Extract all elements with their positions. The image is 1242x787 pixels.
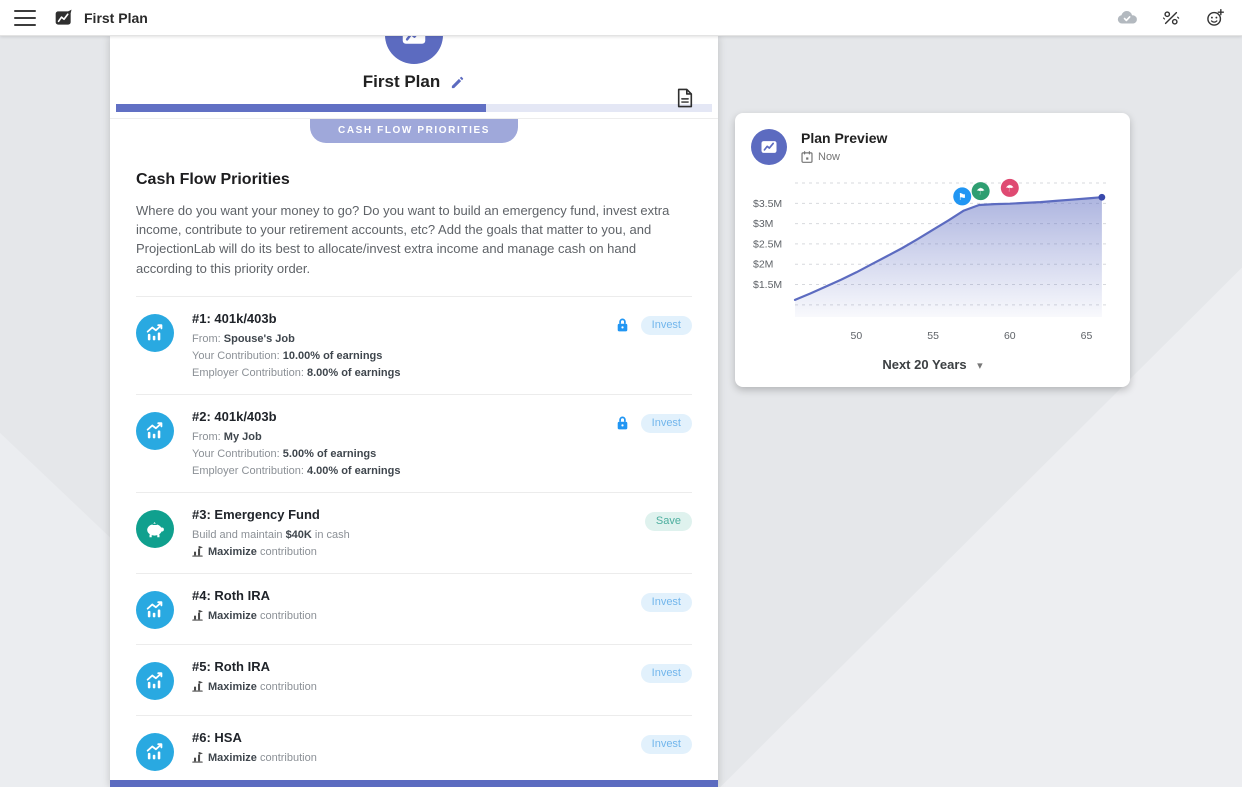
svg-text:$1.5M: $1.5M [753, 279, 782, 291]
priority-icon [136, 313, 174, 352]
page-title: Cash Flow Priorities [136, 171, 290, 188]
invest-chart-icon [146, 601, 163, 618]
priority-detail-line: From: Spouse's Job [192, 332, 295, 345]
priority-details: From: My Job Your Contribution: 5.00% of … [192, 431, 615, 477]
invest-chart-icon [146, 324, 163, 341]
priority-type-badge: Invest [640, 734, 692, 754]
calendar-icon [801, 151, 813, 163]
priority-details: Maximize contribution [192, 681, 641, 693]
lock-icon[interactable] [615, 317, 630, 333]
lock-icon[interactable] [615, 415, 630, 431]
invest-chart-icon [146, 422, 163, 439]
invest-chart-icon [146, 743, 163, 760]
priority-detail-line: Employer Contribution: 8.00% of earnings [192, 366, 401, 379]
priority-type-badge: Invest [640, 315, 692, 335]
app-bar: First Plan [0, 0, 1242, 36]
priority-type-badge: Invest [640, 413, 692, 433]
priority-title: #2: 401k/403b [192, 408, 277, 424]
hamburger-menu-icon[interactable] [14, 9, 36, 26]
svg-text:$3M: $3M [753, 218, 773, 230]
chart-range-label: Next 20 Years [882, 357, 967, 372]
milestone-retirement-marker[interactable] [971, 182, 990, 201]
invest-chart-icon [146, 672, 163, 689]
priority-details: Maximize contribution [192, 752, 641, 764]
priority-title: #6: HSA [192, 729, 242, 745]
svg-text:$2.5M: $2.5M [753, 238, 782, 250]
plan-notes-icon[interactable] [676, 88, 694, 113]
svg-text:$2M: $2M [753, 259, 773, 271]
priority-icon [136, 411, 174, 450]
maximize-goal-icon [192, 681, 203, 693]
plan-preview-card: Plan Preview Now $1.5M $2M $2.5M $3M $3.5M 50… [735, 113, 1130, 387]
preview-date-label: Now [818, 151, 841, 163]
priority-icon [136, 590, 174, 629]
priority-item[interactable]: #4: Roth IRA Maximize contribution Inves… [136, 572, 692, 644]
priority-title: #3: Emergency Fund [192, 506, 320, 522]
svg-text:65: 65 [1081, 330, 1093, 342]
priority-detail-line: Your Contribution: 5.00% of earnings [192, 447, 377, 460]
priority-item[interactable]: #6: HSA Maximize contribution Invest [136, 714, 692, 786]
priority-detail-line: Your Contribution: 10.00% of earnings [192, 349, 383, 362]
plan-title: First Plan [362, 72, 441, 91]
priority-title: #4: Roth IRA [192, 587, 270, 603]
priority-item[interactable]: #5: Roth IRA Maximize contribution Inves… [136, 643, 692, 715]
piggy-bank-icon [147, 522, 164, 538]
priority-item[interactable]: #3: Emergency Fund Build and maintain $4… [136, 491, 692, 573]
priority-detail-line: Maximize contribution [192, 752, 641, 764]
milestone-end-marker-glyph: ☂ [1006, 183, 1015, 194]
priority-item[interactable]: #2: 401k/403b From: My Job Your Contribut… [136, 393, 692, 492]
priority-detail-line: Maximize contribution [192, 681, 641, 693]
priority-details: Build and maintain $40K in cash Maximize… [192, 529, 645, 558]
edit-plan-icon[interactable] [450, 75, 465, 90]
priority-detail-line: Employer Contribution: 4.00% of earnings [192, 464, 401, 477]
maximize-goal-icon [192, 546, 203, 558]
preview-chart: $1.5M $2M $2.5M $3M $3.5M 50 55 60 65 ⚑ ☂ ☂ [751, 169, 1114, 354]
chart-logo-icon [54, 8, 74, 28]
priority-title: #1: 401k/403b [192, 310, 277, 326]
app-bar-title: First Plan [84, 9, 148, 26]
maximize-goal-icon [192, 610, 203, 622]
milestone-retirement-marker-glyph: ☂ [976, 187, 985, 198]
header-divider [110, 118, 718, 119]
plan-bottom-progress-bar [110, 780, 718, 787]
milestone-flag-marker-glyph: ⚑ [958, 192, 967, 203]
priority-item[interactable]: #1: 401k/403b From: Spouse's Job Your Con… [136, 295, 692, 394]
priority-icon [136, 732, 174, 771]
plan-card: First Plan CASH FLOW PRIORITIES Cash Flo… [110, 6, 718, 787]
preview-title: Plan Preview [801, 130, 888, 146]
priorities-list: #1: 401k/403b From: Spouse's Job Your Con… [136, 295, 692, 787]
face-plus-icon[interactable] [1204, 7, 1226, 29]
cloud-saved-icon[interactable] [1116, 7, 1138, 29]
priority-type-badge: Save [644, 511, 692, 531]
priority-type-badge: Invest [640, 592, 692, 612]
section-description: Where do you want your money to go? Do y… [136, 203, 670, 276]
milestone-flag-marker[interactable] [953, 187, 972, 206]
priority-title: #5: Roth IRA [192, 658, 270, 674]
priority-detail-line: Maximize contribution [192, 610, 641, 622]
priority-details: Maximize contribution [192, 610, 641, 622]
svg-text:$3.5M: $3.5M [753, 198, 782, 210]
plan-progress-bar [116, 104, 712, 112]
priority-detail-line: From: My Job [192, 430, 262, 443]
priority-detail-line: Build and maintain $40K in cash [192, 528, 350, 541]
chart-range-dropdown[interactable]: Next 20 Years ▾ [751, 356, 1114, 374]
priority-icon [136, 661, 174, 700]
chevron-down-icon: ▾ [977, 360, 983, 372]
preview-avatar [751, 129, 787, 165]
svg-text:50: 50 [851, 330, 863, 342]
percent-off-icon[interactable] [1160, 7, 1182, 29]
milestone-end-marker[interactable] [1000, 178, 1019, 197]
svg-text:55: 55 [927, 330, 939, 342]
priority-detail-line: Maximize contribution [192, 546, 645, 558]
plan-progress-fill [116, 104, 486, 112]
priority-type-badge: Invest [640, 663, 692, 683]
svg-text:60: 60 [1004, 330, 1016, 342]
section-ribbon: CASH FLOW PRIORITIES [310, 119, 518, 143]
maximize-goal-icon [192, 752, 203, 764]
priority-icon [136, 509, 174, 548]
priority-details: From: Spouse's Job Your Contribution: 10.… [192, 333, 615, 379]
